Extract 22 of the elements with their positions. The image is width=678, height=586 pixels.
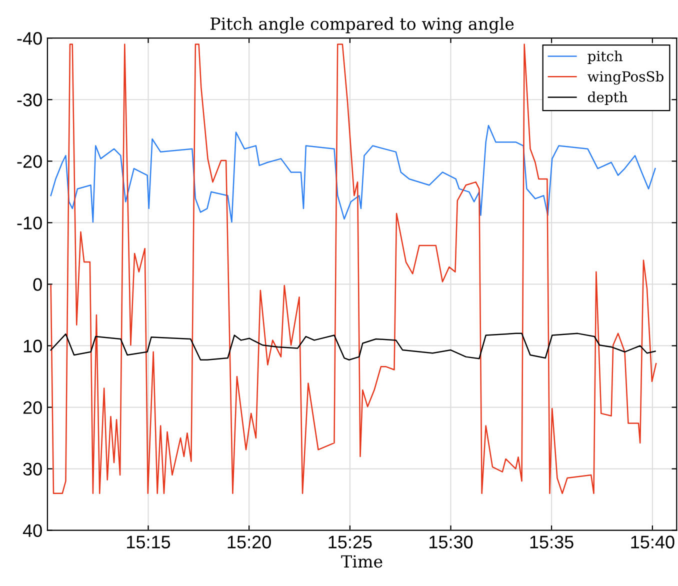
x-tick-label: 15:30 (430, 536, 473, 548)
chart-title: Pitch angle compared to wing angle (210, 17, 514, 34)
x-tick-label: 15:25 (328, 536, 372, 548)
x-tick-label: 15:40 (631, 536, 674, 548)
legend-label: depth (588, 92, 628, 105)
x-axis-title: Time (341, 555, 382, 568)
y-tick-label: 30 (23, 462, 42, 476)
x-tick-label: 15:20 (228, 536, 271, 548)
y-tick-label: -40 (17, 32, 42, 45)
legend-label: pitch (588, 50, 623, 64)
y-tick-label: 40 (22, 524, 42, 538)
line-series (50, 124, 656, 223)
y-tick-label: -10 (17, 216, 42, 230)
y-tick-label: 20 (23, 401, 42, 414)
y-tick-label: 0 (33, 278, 42, 291)
legend-label: wingPosSb (588, 70, 664, 85)
x-tick-label: 15:35 (530, 536, 574, 548)
y-tick-label: 10 (24, 340, 42, 352)
x-tick-label: 15:15 (127, 536, 170, 548)
y-tick-label: -30 (17, 94, 42, 106)
line-series (50, 332, 656, 361)
y-tick-label: -20 (17, 155, 42, 168)
